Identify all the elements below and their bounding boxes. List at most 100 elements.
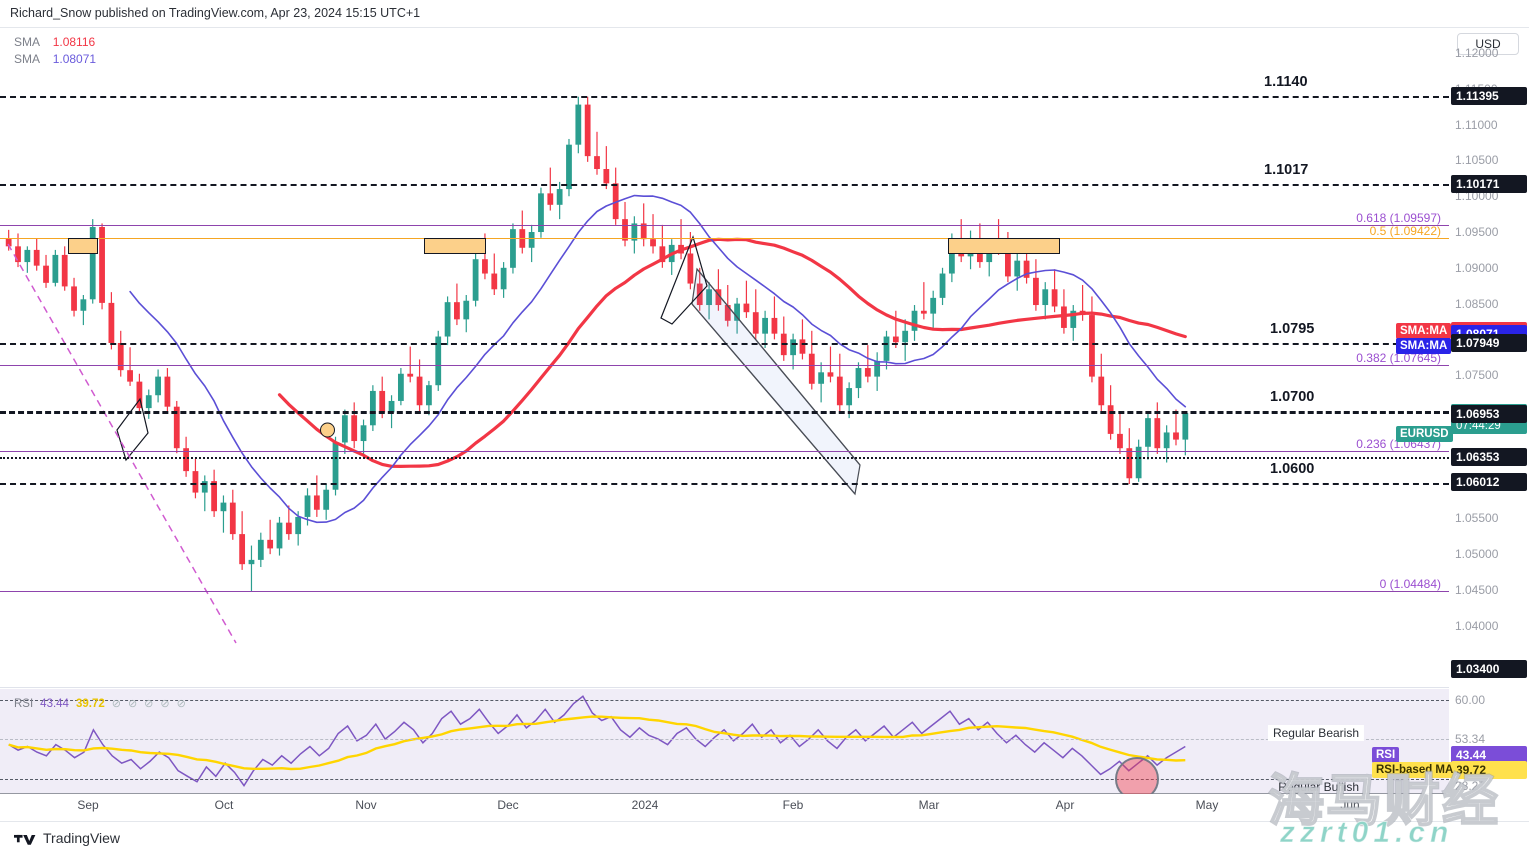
legend-row-sma-fast[interactable]: SMA 1.08116 [14,34,96,51]
rsi-legend-name: RSI [14,697,34,710]
time-tick: Feb [782,798,804,812]
channel-upper-trendline[interactable] [696,268,861,466]
time-tick: Dec [497,798,519,812]
price-tick: 1.05000 [1455,547,1499,562]
magenta-trendline[interactable] [7,243,237,644]
wedge-drawing-1[interactable] [660,235,708,325]
price-level-label: 1.0795 [1266,320,1319,337]
price-tick: 1.09000 [1455,260,1499,275]
pane-divider [0,687,1449,688]
time-tick: May [1195,798,1219,812]
price-tick: 1.10500 [1455,153,1499,168]
price-badge-1-06012[interactable]: 1.06012 [1451,472,1527,491]
watermark-url: zzrt01.cn [1279,816,1454,850]
price-level-label: 1.0700 [1266,388,1319,405]
rsi-plot-svg [8,695,1186,787]
fib-level-line[interactable] [0,237,1449,239]
sma-slow-line [129,194,1187,524]
fib-level-label: 0.5 (1.09422) [1369,223,1441,238]
tag-rsi-based-ma[interactable]: RSI-based MA [1372,762,1458,778]
legend-sma-fast-name: SMA [14,35,40,49]
price-badge-1-06353[interactable]: 1.06353 [1451,448,1527,467]
fib-level-line[interactable] [0,451,1449,453]
legend-row-sma-slow[interactable]: SMA 1.08071 [14,51,96,68]
rsi-bottom-rule [0,793,1449,794]
rsi-level-53 [0,739,1449,740]
supply-zone-1[interactable] [68,238,98,254]
tag-symbol[interactable]: EURUSD [1396,426,1453,442]
price-badge-1-06953[interactable]: 1.06953 [1451,405,1527,424]
fib-level-label: 0.618 (1.09597) [1356,211,1441,226]
rsi-legend-ma-value: 39.72 [75,697,105,710]
time-tick: 2024 [631,798,659,812]
price-badge-value: 1.06353 [1456,450,1500,465]
legend-sma-fast-value: 1.08116 [52,35,96,49]
legend-sma-slow-value: 1.08071 [52,52,97,66]
price-level-label: 1.1017 [1260,162,1313,179]
descending-channel[interactable] [691,267,861,496]
settings-icon[interactable]: ⊘ [127,698,138,710]
price-tick: 1.04500 [1455,582,1499,597]
price-badge-1-03400[interactable]: 1.03400 [1451,659,1527,678]
legend-sma-slow-name: SMA [14,52,40,66]
price-badge-value: 1.10171 [1456,176,1500,191]
header-divider [0,27,1529,28]
fib-level-line[interactable] [0,225,1449,227]
price-level-line[interactable] [0,342,1449,345]
wedge-drawing-2[interactable] [116,397,149,462]
eye-icon[interactable]: ⊘ [111,698,121,710]
indicator-legend: SMA 1.08116 SMA 1.08071 [14,34,96,68]
time-tick: Mar [918,798,940,812]
remove-icon[interactable]: ⊘ [160,698,170,710]
tag-sma-fast[interactable]: SMA:MA [1396,323,1452,339]
footer[interactable]: TradingView [14,830,120,846]
more-icon[interactable]: ⊘ [144,698,154,710]
price-pane[interactable] [0,28,1449,683]
fib-level-line[interactable] [0,591,1449,593]
price-badge-1-10171[interactable]: 1.10171 [1451,174,1527,193]
fib-level-label: 0.382 (1.07645) [1356,350,1441,365]
candlestick-series [5,96,1189,592]
price-tick: 1.12000 [1455,46,1499,61]
tag-rsi[interactable]: RSI [1372,747,1400,763]
price-badge-1-11395[interactable]: 1.11395 [1451,87,1527,106]
price-level-line[interactable] [0,410,1449,414]
chart-marker-dot[interactable] [320,422,335,438]
rsi-badge-rsi-ma[interactable]: 39.72 [1451,761,1527,779]
rsi-badge-rsi[interactable]: 43.44 [1451,746,1527,764]
currency-chip[interactable]: USD [1457,33,1519,55]
time-tick: Nov [355,798,377,812]
footer-brand: TradingView [43,830,121,846]
rsi-level-60 [0,700,1449,701]
price-badge-value: 1.11395 [1456,89,1499,104]
rsi-legend[interactable]: RSI 43.44 39.72 ⊘ ⊘ ⊘ ⊘ ⊘ [14,697,186,711]
price-badge-value: 1.07949 [1456,336,1500,351]
price-badge-1-07949[interactable]: 1.07949 [1451,334,1527,353]
fib-level-label: 0 (1.04484) [1379,577,1441,592]
price-tick: 1.09500 [1455,225,1499,240]
rsi-bullish-value: 28.27 [1455,779,1486,793]
rsi-tick: 60.00 [1455,693,1486,707]
time-axis[interactable]: Sep Oct Nov Dec 2024 Feb Mar Apr May Jun [0,794,1529,822]
time-tick: Jun [1340,798,1360,812]
price-level-label: 1.1140 [1260,74,1312,90]
price-level-line[interactable] [0,184,1449,187]
supply-zone-3[interactable] [948,238,1060,254]
rsi-label-regular-bullish: Regular Bullish [1278,780,1359,794]
rsi-divergence-marker[interactable] [1115,757,1159,801]
fib-level-line[interactable] [0,364,1449,366]
rsi-based-ma-line [8,715,1186,771]
price-level-line[interactable] [0,482,1449,485]
channel-lower-trendline[interactable] [691,303,856,495]
rsi-label-regular-bearish: Regular Bearish [1267,725,1364,741]
price-level-line-dotted[interactable] [0,457,1449,460]
rsi-pane[interactable] [0,689,1449,793]
supply-zone-2[interactable] [424,238,486,254]
price-level-line[interactable] [0,96,1449,98]
collapse-icon[interactable]: ⊘ [176,698,186,710]
price-axis[interactable]: USD 1.120001.115001.110001.105001.100001… [1449,28,1529,793]
price-plot-svg [5,96,1189,644]
price-tick: 1.04000 [1455,618,1499,633]
tag-sma-slow[interactable]: SMA:MA [1396,338,1452,354]
